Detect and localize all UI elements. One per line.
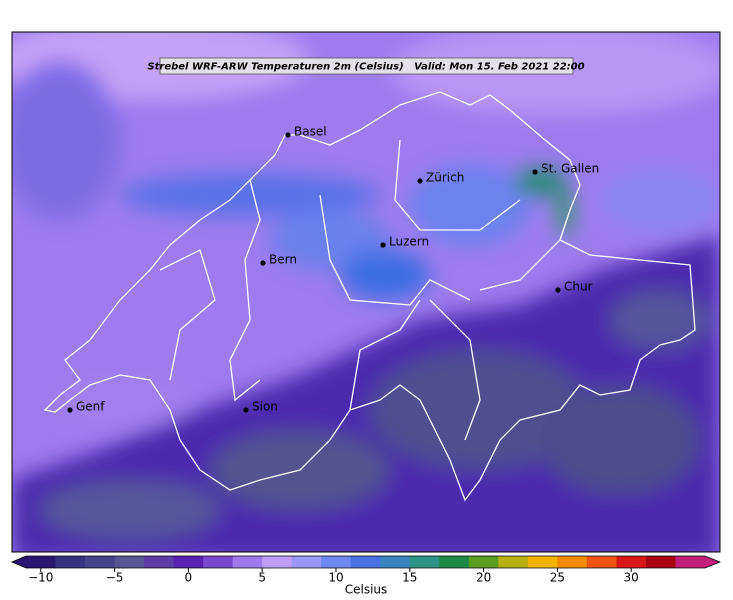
colorbar-bin [468,556,499,568]
map-title: Strebel WRF-ARW Temperaturen 2m (Celsius… [147,62,584,73]
colorbar-bin [203,556,234,568]
colorbar-bin [439,556,470,568]
city-label: Genf [76,400,105,414]
colorbar-bin [675,556,706,568]
colorbar-bin [291,556,322,568]
city-label: Bern [269,253,297,267]
cities: Basel Zürich St. Gallen Luzern Bern Chur Genf S… [67,125,599,414]
colorbar-bin [85,556,115,568]
field-blob [557,188,573,236]
colorbar-tick-label: 15 [402,571,417,585]
map-frame [11,31,721,553]
colorbar-bin [26,556,56,568]
colorbar-tick-label: 5 [258,571,266,585]
colorbar-bin [498,556,529,568]
field-blob [514,167,566,197]
city-dot [243,407,249,413]
field-blob [600,170,720,230]
borders [43,91,696,502]
colorbar-tick-label: 0 [185,571,193,585]
colorbar: −10 −5 0 5 10 15 20 25 30 Celsius [10,555,722,597]
colorbar-tick-label: 30 [624,571,639,585]
city-dot [285,132,291,138]
city-label: St. Gallen [541,162,599,176]
city-dot [532,169,538,175]
colorbar-bin [173,556,204,568]
city-label: Sion [252,400,278,414]
city-label: Chur [564,280,593,294]
colorbar-bin [144,556,175,568]
colorbar-bin [321,556,352,568]
colorbar-bin [232,556,263,568]
colorbar-outline [10,555,722,569]
colorbar-bin [114,556,145,568]
city-dot [380,242,386,248]
colorbar-bin [645,556,676,568]
field-blob [540,385,700,495]
field-blob [340,250,430,300]
canton-border [159,139,561,441]
field-blob [120,173,380,217]
country-border [43,91,696,502]
city-dot [555,287,561,293]
colorbar-extend-high [705,556,720,568]
colorbar-bin [262,556,293,568]
city-dot [67,407,73,413]
field-blob [370,350,590,470]
colorbar-bin [380,556,411,568]
city-label: Basel [294,125,327,139]
city-dot [260,260,266,266]
field-blob [410,165,530,245]
colorbar-bin [409,556,440,568]
city-label: Luzern [389,235,429,249]
field-blob [610,290,710,350]
city-dot [417,178,423,184]
colorbar-tick-label: −10 [28,571,53,585]
colorbar-extend-low [12,556,26,568]
colorbar-bin [557,556,588,568]
colorbar-bin [527,556,558,568]
colorbar-tick-label: 25 [550,571,565,585]
field-blob [12,60,120,220]
colorbar-bin [586,556,617,568]
colorbar-tick-label: 20 [476,571,491,585]
temperature-field [12,32,720,552]
colorbar-tick-label: −5 [106,571,124,585]
field-blob [40,480,220,540]
title-box [159,57,574,75]
colorbar-bin [616,556,647,568]
colorbar-bin [350,556,381,568]
colorbar-bin [55,556,86,568]
colorbar-label: Celsius [345,583,388,597]
city-label: Zürich [426,171,464,185]
colorbar-tick-label: 10 [328,571,343,585]
field-blob [12,235,720,552]
